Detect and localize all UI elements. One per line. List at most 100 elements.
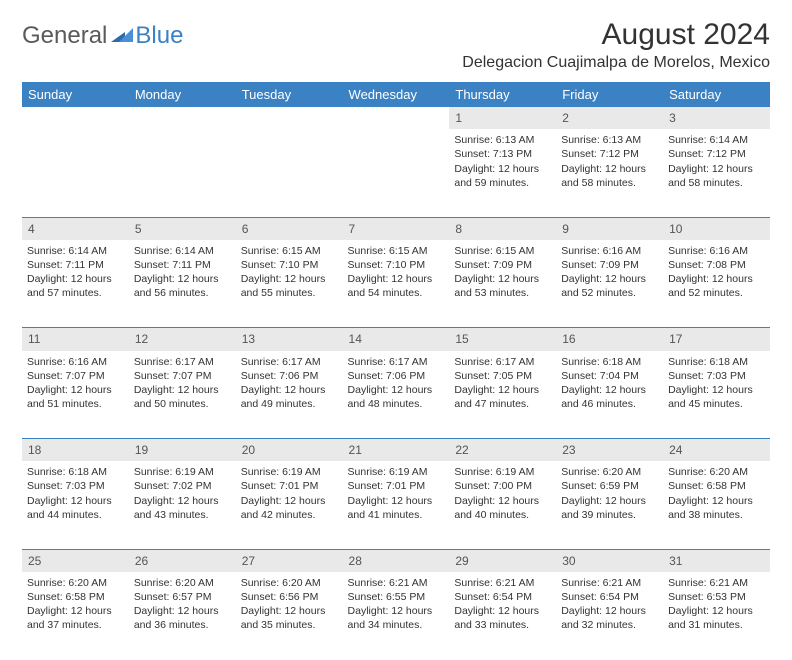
day-number-cell: 4 [22, 217, 129, 240]
day1-text: Daylight: 12 hours [668, 494, 765, 508]
day-body-cell: Sunrise: 6:18 AMSunset: 7:03 PMDaylight:… [663, 351, 770, 439]
day-number-cell [129, 107, 236, 129]
day2-text: and 52 minutes. [668, 286, 765, 300]
sunset-text: Sunset: 7:06 PM [241, 369, 338, 383]
sunset-text: Sunset: 7:11 PM [134, 258, 231, 272]
day-body-cell: Sunrise: 6:19 AMSunset: 7:01 PMDaylight:… [236, 461, 343, 549]
day2-text: and 47 minutes. [454, 397, 551, 411]
sunset-text: Sunset: 7:13 PM [454, 147, 551, 161]
day2-text: and 42 minutes. [241, 508, 338, 522]
sunrise-text: Sunrise: 6:19 AM [241, 465, 338, 479]
weekday-header: Sunday [22, 82, 129, 107]
day-number-cell: 13 [236, 328, 343, 351]
sunrise-text: Sunrise: 6:18 AM [561, 355, 658, 369]
daynum-row: 123 [22, 107, 770, 129]
day-number-cell: 7 [343, 217, 450, 240]
sunrise-text: Sunrise: 6:20 AM [27, 576, 124, 590]
sunrise-text: Sunrise: 6:14 AM [27, 244, 124, 258]
day-number-cell: 18 [22, 439, 129, 462]
weekday-header-row: Sunday Monday Tuesday Wednesday Thursday… [22, 82, 770, 107]
sunset-text: Sunset: 7:09 PM [454, 258, 551, 272]
day2-text: and 35 minutes. [241, 618, 338, 632]
day-number-cell: 25 [22, 549, 129, 572]
day-number-cell: 5 [129, 217, 236, 240]
sunrise-text: Sunrise: 6:20 AM [668, 465, 765, 479]
day1-text: Daylight: 12 hours [134, 383, 231, 397]
sunset-text: Sunset: 6:56 PM [241, 590, 338, 604]
calendar-table: Sunday Monday Tuesday Wednesday Thursday… [22, 82, 770, 660]
day-number-cell: 26 [129, 549, 236, 572]
month-title: August 2024 [462, 18, 770, 52]
day-number-cell [22, 107, 129, 129]
sunset-text: Sunset: 6:59 PM [561, 479, 658, 493]
sunrise-text: Sunrise: 6:15 AM [454, 244, 551, 258]
day-body-cell: Sunrise: 6:20 AMSunset: 6:57 PMDaylight:… [129, 572, 236, 660]
day-number-cell: 15 [449, 328, 556, 351]
day1-text: Daylight: 12 hours [241, 604, 338, 618]
day1-text: Daylight: 12 hours [27, 383, 124, 397]
sunrise-text: Sunrise: 6:18 AM [27, 465, 124, 479]
weekday-header: Saturday [663, 82, 770, 107]
sunset-text: Sunset: 7:05 PM [454, 369, 551, 383]
day-body-cell: Sunrise: 6:20 AMSunset: 6:58 PMDaylight:… [22, 572, 129, 660]
day-body-cell [22, 129, 129, 217]
sunrise-text: Sunrise: 6:13 AM [454, 133, 551, 147]
day-number-cell: 8 [449, 217, 556, 240]
day1-text: Daylight: 12 hours [27, 604, 124, 618]
day2-text: and 40 minutes. [454, 508, 551, 522]
day2-text: and 48 minutes. [348, 397, 445, 411]
weekday-header: Monday [129, 82, 236, 107]
day1-text: Daylight: 12 hours [561, 604, 658, 618]
day-number-cell [236, 107, 343, 129]
day-body-row: Sunrise: 6:18 AMSunset: 7:03 PMDaylight:… [22, 461, 770, 549]
sunrise-text: Sunrise: 6:15 AM [348, 244, 445, 258]
sunrise-text: Sunrise: 6:21 AM [348, 576, 445, 590]
day1-text: Daylight: 12 hours [348, 494, 445, 508]
sunrise-text: Sunrise: 6:14 AM [668, 133, 765, 147]
day2-text: and 41 minutes. [348, 508, 445, 522]
day2-text: and 33 minutes. [454, 618, 551, 632]
day-number-cell: 31 [663, 549, 770, 572]
day-body-cell: Sunrise: 6:21 AMSunset: 6:55 PMDaylight:… [343, 572, 450, 660]
sunrise-text: Sunrise: 6:14 AM [134, 244, 231, 258]
day2-text: and 51 minutes. [27, 397, 124, 411]
day-number-cell: 29 [449, 549, 556, 572]
location-subtitle: Delegacion Cuajimalpa de Morelos, Mexico [462, 54, 770, 72]
day-body-cell: Sunrise: 6:21 AMSunset: 6:54 PMDaylight:… [449, 572, 556, 660]
day-number-cell: 2 [556, 107, 663, 129]
day-number-cell: 16 [556, 328, 663, 351]
day1-text: Daylight: 12 hours [134, 604, 231, 618]
day-number-cell: 24 [663, 439, 770, 462]
day-number-cell: 21 [343, 439, 450, 462]
brand-logo: General Blue [22, 18, 183, 50]
sunset-text: Sunset: 6:53 PM [668, 590, 765, 604]
day-body-cell: Sunrise: 6:15 AMSunset: 7:10 PMDaylight:… [343, 240, 450, 328]
sunrise-text: Sunrise: 6:20 AM [241, 576, 338, 590]
day-number-cell: 20 [236, 439, 343, 462]
logo-text-general: General [22, 22, 107, 50]
sunrise-text: Sunrise: 6:20 AM [561, 465, 658, 479]
day-number-cell: 19 [129, 439, 236, 462]
day2-text: and 55 minutes. [241, 286, 338, 300]
day1-text: Daylight: 12 hours [27, 494, 124, 508]
day1-text: Daylight: 12 hours [348, 383, 445, 397]
sunrise-text: Sunrise: 6:21 AM [668, 576, 765, 590]
day2-text: and 36 minutes. [134, 618, 231, 632]
sunset-text: Sunset: 7:06 PM [348, 369, 445, 383]
sunset-text: Sunset: 7:03 PM [668, 369, 765, 383]
day-body-cell: Sunrise: 6:18 AMSunset: 7:03 PMDaylight:… [22, 461, 129, 549]
day1-text: Daylight: 12 hours [454, 494, 551, 508]
sunset-text: Sunset: 7:07 PM [27, 369, 124, 383]
sunset-text: Sunset: 6:57 PM [134, 590, 231, 604]
day-body-cell: Sunrise: 6:17 AMSunset: 7:07 PMDaylight:… [129, 351, 236, 439]
day-body-cell: Sunrise: 6:16 AMSunset: 7:09 PMDaylight:… [556, 240, 663, 328]
day1-text: Daylight: 12 hours [241, 272, 338, 286]
day1-text: Daylight: 12 hours [27, 272, 124, 286]
sunrise-text: Sunrise: 6:15 AM [241, 244, 338, 258]
day-body-cell: Sunrise: 6:14 AMSunset: 7:12 PMDaylight:… [663, 129, 770, 217]
day-body-cell: Sunrise: 6:13 AMSunset: 7:12 PMDaylight:… [556, 129, 663, 217]
day2-text: and 46 minutes. [561, 397, 658, 411]
title-block: August 2024 Delegacion Cuajimalpa de Mor… [462, 18, 770, 72]
day-body-cell: Sunrise: 6:18 AMSunset: 7:04 PMDaylight:… [556, 351, 663, 439]
day-body-cell: Sunrise: 6:20 AMSunset: 6:56 PMDaylight:… [236, 572, 343, 660]
